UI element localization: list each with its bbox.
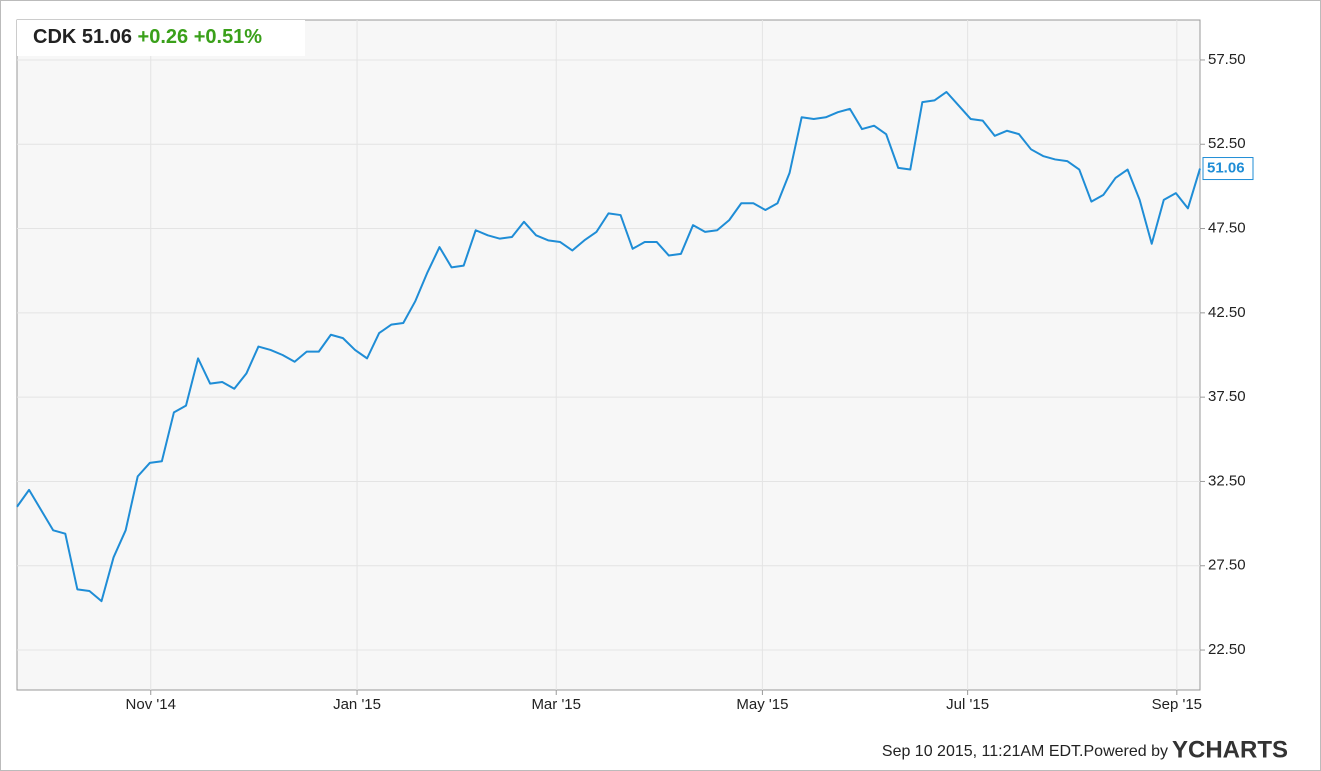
x-tick-label: Jul '15 — [946, 696, 989, 713]
last-price-label: 51.06 — [1207, 160, 1245, 177]
x-tick-label: Jan '15 — [333, 696, 381, 713]
x-tick-label: Nov '14 — [126, 696, 176, 713]
price: 51.06 — [82, 26, 132, 48]
change-pct: +0.51% — [194, 26, 263, 48]
y-tick-label: 22.50 — [1208, 641, 1246, 658]
grid — [17, 20, 1200, 690]
y-tick-label: 47.50 — [1208, 220, 1246, 237]
header-box — [17, 20, 305, 56]
y-tick-label: 37.50 — [1208, 388, 1246, 405]
plot-area — [16, 19, 1201, 691]
x-tick-label: Sep '15 — [1152, 696, 1202, 713]
y-tick-label: 42.50 — [1208, 304, 1246, 321]
y-tick-label: 32.50 — [1208, 472, 1246, 489]
x-tick-label: Mar '15 — [531, 696, 581, 713]
brand[interactable]: YCHARTS — [1172, 736, 1288, 763]
footer: Sep 10 2015, 11:21AM EDT.Powered by — [882, 743, 1168, 760]
change: +0.26 — [138, 26, 189, 48]
y-tick-label: 27.50 — [1208, 557, 1246, 574]
timestamp: Sep 10 2015, 11:21AM EDT. — [882, 743, 1084, 760]
powered-by: Powered by — [1084, 743, 1169, 760]
ticker: CDK — [33, 26, 77, 48]
header: CDK 51.06 +0.26 +0.51% — [33, 26, 262, 48]
price-line — [16, 90, 1201, 603]
y-tick-label: 57.50 — [1208, 51, 1246, 68]
x-tick-label: May '15 — [736, 696, 788, 713]
y-tick-label: 52.50 — [1208, 135, 1246, 152]
last-price-box — [1202, 157, 1254, 181]
